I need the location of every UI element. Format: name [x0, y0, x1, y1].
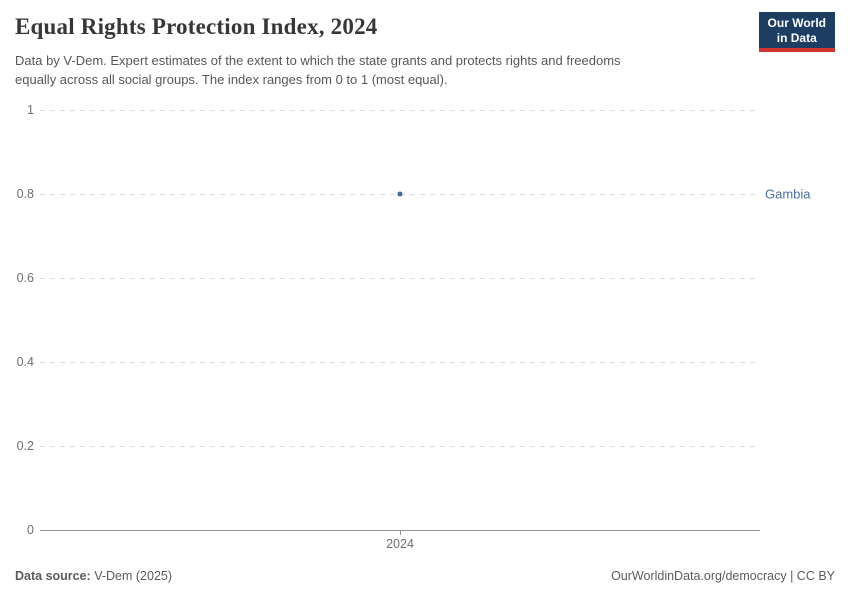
- x-tick-mark: [400, 530, 401, 535]
- owid-logo: Our World in Data: [758, 12, 835, 52]
- y-gridline: [40, 110, 760, 111]
- y-tick-label: 1: [27, 103, 34, 117]
- y-tick-label: 0.4: [16, 355, 34, 369]
- chart-subtitle-line-2: equally across all social groups. The in…: [15, 71, 448, 87]
- y-tick-label: 0: [27, 523, 34, 537]
- chart-subtitle-line-1: Data by V-Dem. Expert estimates of the e…: [15, 53, 621, 68]
- chart-subtitle: Data by V-Dem. Expert estimates of the e…: [15, 52, 621, 89]
- chart-title: Equal Rights Protection Index, 2024: [15, 14, 378, 39]
- data-point: [397, 191, 403, 197]
- owid-logo-line-1: Our World: [767, 16, 826, 30]
- data-source-label: Data source:: [15, 569, 91, 583]
- y-tick-label: 0.2: [16, 439, 34, 453]
- y-tick-label: 0.8: [16, 187, 34, 201]
- data-source: Data source: V-Dem (2025): [15, 569, 172, 583]
- x-tick-label: 2024: [386, 537, 414, 551]
- owid-logo-line-2: in Data: [776, 30, 817, 45]
- y-tick-label: 0.6: [16, 271, 34, 285]
- credit-text: OurWorldinData.org/democracy | CC BY: [611, 569, 835, 583]
- data-source-value: V-Dem (2025): [94, 569, 173, 583]
- y-gridline: [40, 446, 760, 447]
- y-gridline: [40, 278, 760, 279]
- y-gridline: [40, 362, 760, 363]
- entity-label: Gambia: [765, 186, 811, 202]
